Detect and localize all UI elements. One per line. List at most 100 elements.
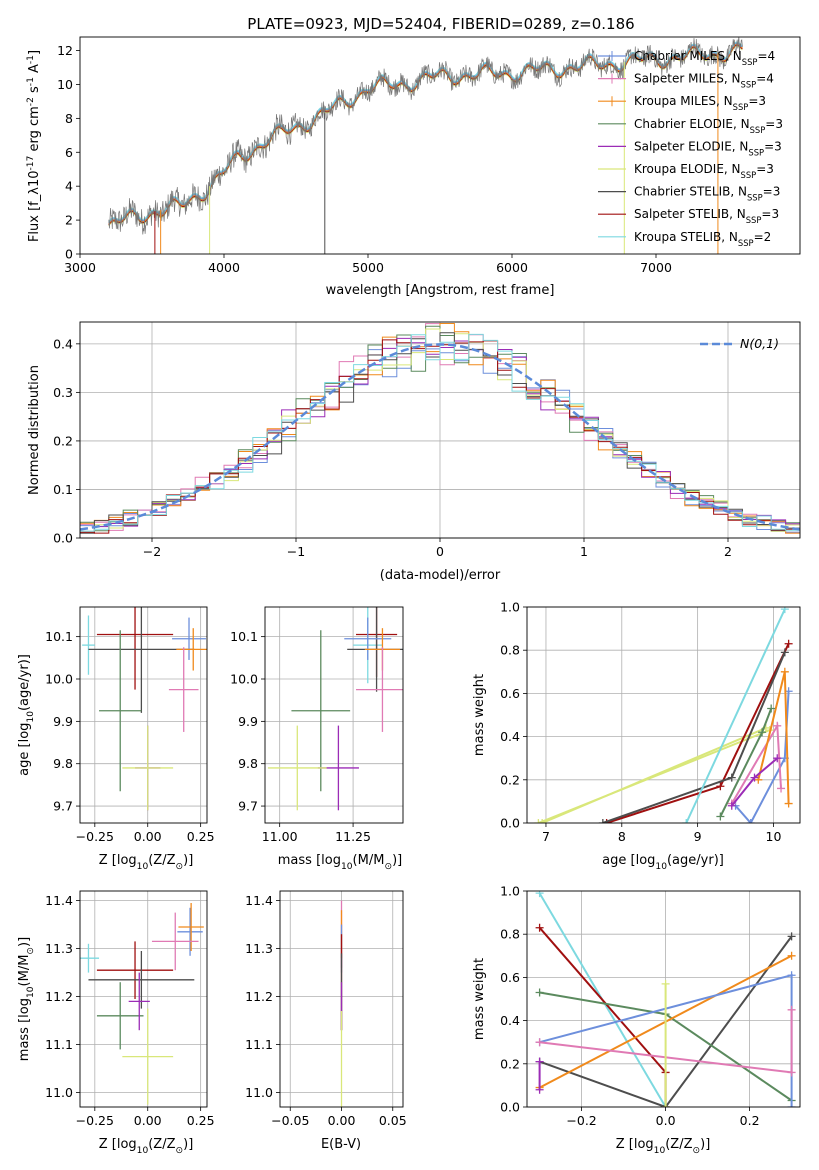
series-marker (787, 971, 796, 980)
y-tick-label: 11.3 (245, 941, 273, 956)
label-part: age [log (17, 723, 32, 776)
x-axis-label: mass [log10(M/M⊙)] (278, 853, 402, 872)
subscript: SSP (750, 125, 766, 135)
label-part: (age/yr)] (667, 853, 724, 868)
label-part: Chabrier STELIB, N (634, 185, 747, 199)
legend-entry: N(0,1) (740, 336, 779, 351)
label-part: )] (183, 1137, 193, 1152)
series-marker (787, 932, 796, 941)
x-tick-label: 0.0 (656, 1113, 676, 1128)
subscript: 10 (654, 1146, 666, 1156)
label-part: )] (392, 853, 402, 868)
label-part: A (27, 64, 42, 77)
series-marker (661, 1103, 670, 1107)
label-part: =3 (748, 94, 766, 108)
y-tick-label: 9.9 (53, 714, 73, 729)
label-part: Z [log (99, 853, 137, 868)
y-tick-label: 10.1 (45, 629, 73, 644)
panel-mass_weight_vs_Z: −0.2 0.0 0.2 0.0 0.2 0.4 0.6 0.8 1.0 Z [log10(Z/Z… (472, 884, 801, 1156)
label-part: Z [log (616, 1137, 654, 1152)
subscript: SSP (748, 147, 764, 157)
x-tick-label: 0 (436, 544, 444, 559)
y-tick-label: 9.8 (53, 756, 73, 771)
y-tick-label: 10.0 (230, 672, 258, 687)
y-tick-label: 0.8 (500, 927, 520, 942)
x-tick-label: −0.25 (76, 829, 114, 844)
label-part: Chabrier ELODIE, N (634, 117, 750, 131)
x-tick-label: 6000 (496, 260, 528, 275)
series-line (602, 652, 786, 823)
y-tick-label: 4 (65, 179, 73, 194)
x-tick-label: 8 (618, 829, 626, 844)
y-tick-label: 0.2 (500, 1056, 520, 1071)
y-tick-label: 0.2 (53, 433, 73, 448)
label-part: =4 (756, 72, 774, 86)
y-tick-label: 0.4 (500, 729, 520, 744)
series-line (734, 691, 790, 823)
panel-age_vs_mass: 11.00 11.25 9.7 9.8 9.9 10.0 10.1 mass [log10(M… (230, 606, 404, 872)
y-tick-label: 0.8 (500, 643, 520, 658)
x-tick-label: −1 (287, 544, 305, 559)
label-part: ] (27, 50, 42, 55)
series-line (685, 608, 786, 823)
subscript: 10 (137, 862, 149, 872)
series-marker (535, 1038, 544, 1047)
subscript: 10 (26, 986, 36, 998)
axes-frame (79, 890, 208, 1108)
series-marker (727, 773, 736, 782)
x-tick-label: 3000 (64, 260, 96, 275)
series-marker (758, 728, 767, 737)
series-marker (535, 923, 544, 932)
y-tick-label: 6 (65, 145, 73, 160)
label-part: Z [log (99, 1137, 137, 1152)
x-tick-label: 5000 (352, 260, 384, 275)
x-tick-label: 0.2 (740, 1113, 760, 1128)
y-axis-label: Normed distribution (27, 365, 42, 495)
x-tick-label: −0.25 (76, 1113, 114, 1128)
axes-frame (526, 606, 801, 824)
subscript: SSP (747, 193, 763, 203)
label-part: E(B-V) (321, 1137, 361, 1152)
y-tick-label: 0.0 (500, 1100, 520, 1115)
series-marker (767, 704, 776, 713)
x-tick-label: 9 (694, 829, 702, 844)
subscript: SSP (733, 102, 749, 112)
y-tick-label: 11.1 (45, 1037, 73, 1052)
x-tick-label: 0.00 (134, 829, 162, 844)
y-tick-label: 0.3 (53, 385, 73, 400)
x-tick-label: −2 (143, 544, 161, 559)
series-line (539, 935, 793, 1107)
y-tick-label: 10.1 (230, 629, 258, 644)
axes-frame (526, 890, 801, 1108)
y-tick-label: 0.0 (53, 531, 73, 546)
gaussian-curve (80, 343, 800, 531)
label-part: =3 (756, 162, 774, 176)
plot-area-residual_hist (80, 323, 800, 534)
x-tick-label: 11.25 (335, 829, 371, 844)
y-tick-label: 9.7 (53, 799, 73, 814)
y-axis-label: Flux [f_λ10-17 erg cm-2 s-1 A-1] (26, 50, 42, 242)
y-axis-label: age [log10(age/yr)] (17, 654, 36, 776)
label-part: (Z/Z (665, 1137, 692, 1152)
x-axis-label: Z [log10(Z/Z⊙)] (99, 1137, 194, 1156)
subscript: SSP (742, 57, 758, 67)
legend-entry: Salpeter STELIB, NSSP=3 (634, 207, 779, 225)
x-axis-label: Z [log10(Z/Z⊙)] (616, 1137, 711, 1156)
label-part: (Z/Z (148, 1137, 175, 1152)
label-part: )] (17, 937, 32, 947)
x-tick-label: 11.00 (262, 829, 298, 844)
axes-frame (264, 606, 404, 824)
series-marker (598, 819, 607, 823)
y-tick-label: 0.1 (53, 482, 73, 497)
label-part: (Z/Z (148, 853, 175, 868)
x-tick-label: −0.05 (271, 1113, 309, 1128)
x-tick-label: 0.00 (328, 1113, 356, 1128)
y-axis-label: mass weight (472, 958, 487, 1040)
y-tick-label: 10.0 (45, 672, 73, 687)
x-tick-label: 7000 (640, 260, 672, 275)
y-tick-label: 0.2 (500, 772, 520, 787)
series-marker (780, 648, 789, 657)
